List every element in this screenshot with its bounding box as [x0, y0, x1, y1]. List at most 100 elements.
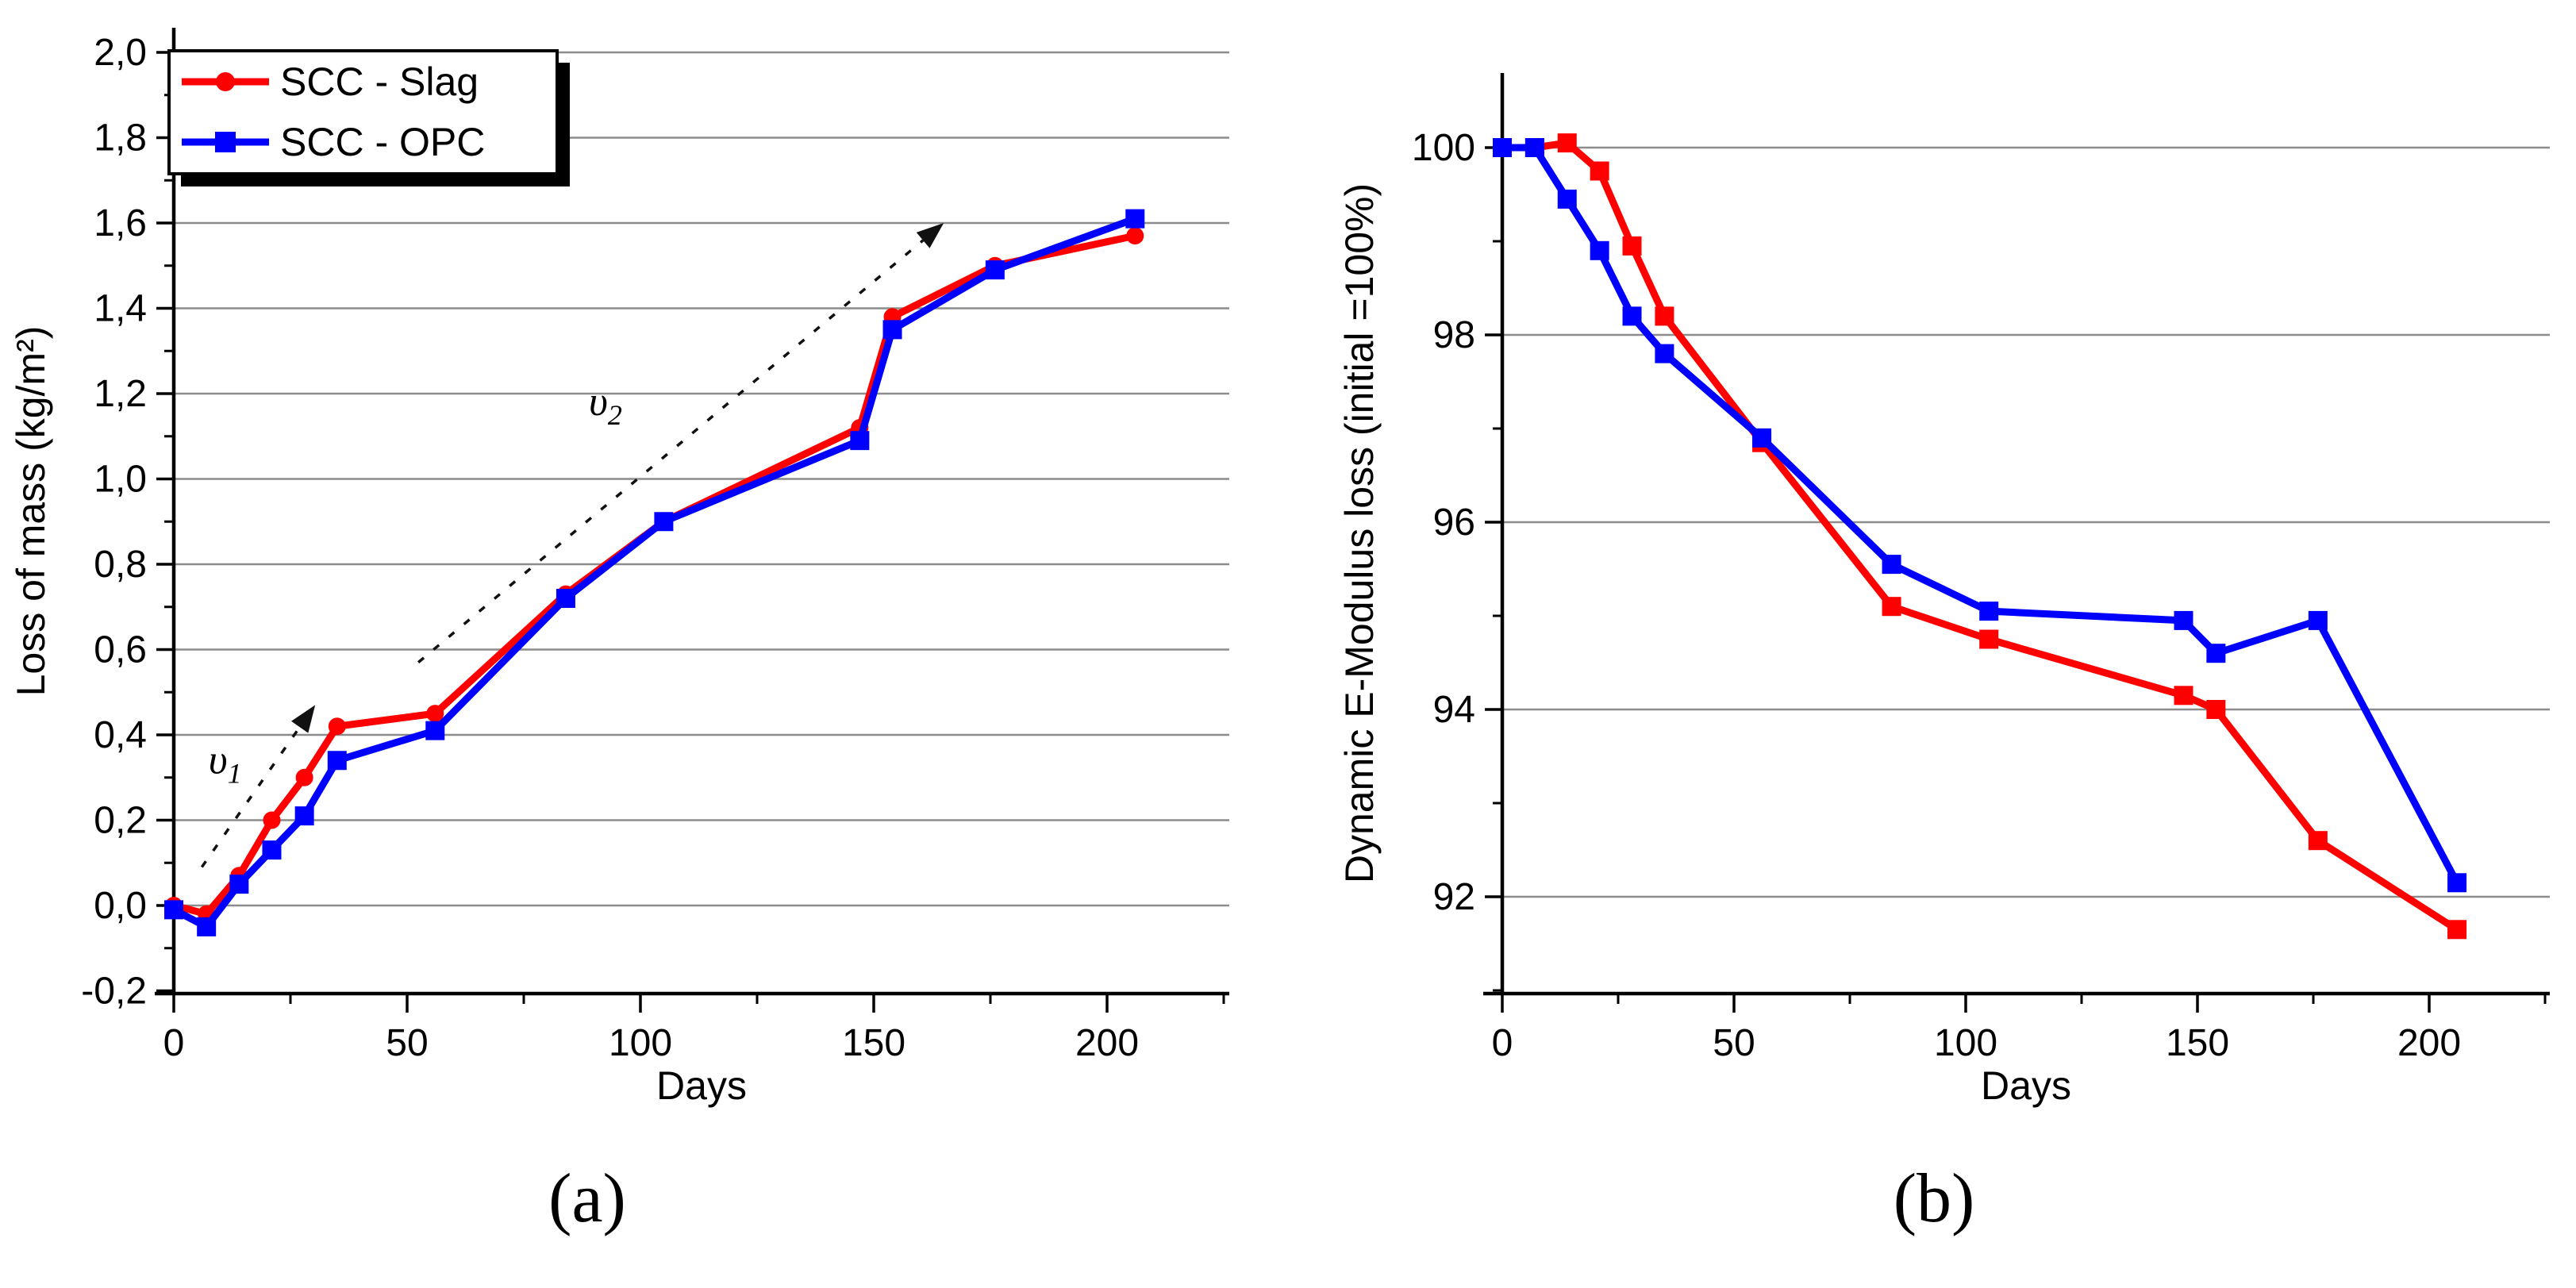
series-line	[172, 232, 1136, 918]
x-tick-label: 200	[1075, 1022, 1139, 1064]
series-line	[1502, 139, 2459, 933]
data-point	[1590, 161, 1609, 181]
legend-item: SCC - OPC	[182, 120, 485, 164]
y-axis-title: Dynamic E-Modulus loss (initial =100%)	[1337, 183, 1382, 883]
data-point	[327, 751, 347, 771]
y-tick-label: 96	[1433, 502, 1475, 544]
x-tick-label: 0	[1492, 1022, 1513, 1064]
annotation-label: υ1	[209, 737, 242, 789]
chart-b-axes: 100 98 96 94 92 0 50 100 150 200	[1412, 73, 2550, 1064]
data-point	[882, 320, 902, 340]
trend-arrow-line	[200, 726, 302, 868]
y-tick-label: 94	[1433, 689, 1475, 731]
y-tick-label: 92	[1433, 876, 1475, 918]
caption-b: (b)	[1893, 1160, 1975, 1237]
data-point	[164, 900, 183, 920]
y-tick-label: 0,2	[94, 800, 147, 842]
y-tick-label: 1,8	[94, 117, 147, 160]
data-point	[1882, 555, 1901, 575]
data-point	[1126, 227, 1144, 245]
x-tick-label: 100	[609, 1022, 672, 1064]
caption-a: (a)	[548, 1160, 626, 1237]
trend-arrow-head	[291, 705, 316, 733]
series-scc-slag	[1493, 133, 2467, 940]
legend: SCC - Slag SCC - OPC	[167, 49, 570, 186]
data-point	[294, 806, 314, 826]
data-point	[2174, 686, 2193, 706]
y-tick-label: 1,4	[94, 288, 147, 330]
data-point	[295, 768, 313, 786]
y-tick-label: 98	[1433, 314, 1475, 356]
data-point	[425, 721, 445, 740]
x-axis-title: Days	[1981, 1063, 2071, 1108]
trend-arrow-line	[417, 239, 925, 663]
y-tick-label: 1,6	[94, 202, 147, 244]
y-tick-label: -0,2	[81, 971, 147, 1013]
y-tick-label: 0,8	[94, 544, 147, 586]
data-point	[1622, 306, 1642, 326]
data-point	[2308, 610, 2328, 630]
data-point	[556, 589, 575, 608]
legend-marker-square	[215, 132, 236, 152]
chart-b: 100 98 96 94 92 0 50 100 150 200 Days Dynamic E-Mod…	[1337, 73, 2550, 1108]
y-tick-label: 0,4	[94, 714, 147, 756]
legend-box	[167, 49, 559, 175]
y-tick-label: 2,0	[94, 32, 147, 74]
data-point	[654, 512, 674, 532]
data-point	[1979, 602, 1999, 621]
x-tick-label: 150	[842, 1022, 905, 1064]
series-scc-opc	[164, 209, 1145, 936]
y-tick-label: 100	[1412, 127, 1475, 169]
legend-item: SCC - Slag	[182, 60, 479, 104]
data-point	[1524, 138, 1544, 157]
data-point	[262, 840, 282, 860]
y-axis-title: Loss of mass (kg/m²)	[9, 326, 53, 697]
legend-label: SCC - Slag	[280, 60, 479, 104]
data-point	[1979, 629, 1999, 649]
data-point	[2206, 644, 2226, 663]
series-scc-opc	[1493, 138, 2467, 893]
x-tick-label: 150	[2166, 1022, 2229, 1064]
data-point	[197, 917, 217, 936]
data-point	[850, 431, 870, 451]
y-tick-label: 1,2	[94, 373, 147, 415]
data-point	[2308, 831, 2328, 851]
data-point	[2447, 920, 2467, 940]
x-tick-label: 50	[1713, 1022, 1755, 1064]
x-tick-label: 100	[1934, 1022, 1997, 1064]
annotation-label: υ2	[589, 379, 622, 431]
data-point	[263, 811, 281, 829]
data-point	[1622, 236, 1642, 256]
data-point	[1752, 428, 1772, 448]
data-point	[2174, 610, 2193, 630]
data-point	[1655, 306, 1674, 326]
x-tick-label: 200	[2397, 1022, 2461, 1064]
chart-a-annotations: υ1 υ2	[200, 223, 944, 868]
data-point	[229, 875, 249, 894]
x-axis-title: Days	[656, 1063, 747, 1108]
data-point	[1655, 344, 1674, 363]
trend-arrow-head	[916, 223, 944, 248]
x-tick-label: 0	[163, 1022, 185, 1064]
data-point	[1882, 597, 1901, 617]
legend-label: SCC - OPC	[280, 120, 485, 164]
y-tick-label: 0,0	[94, 885, 147, 927]
y-tick-label: 1,0	[94, 459, 147, 501]
data-point	[1557, 189, 1577, 209]
y-tick-label: 0,6	[94, 629, 147, 671]
data-point	[1557, 133, 1577, 153]
data-point	[1125, 209, 1145, 229]
data-point	[985, 260, 1005, 280]
chart-b-gridlines	[1502, 146, 2550, 898]
legend-marker-circle	[216, 72, 235, 91]
series-line	[1502, 144, 2461, 885]
data-point	[328, 717, 346, 736]
chart-a: υ1 υ2 2,0 1,8 1,6 1,4 1,2 1,0 0,8 0,6 0,4 0,2 0,0 -0,…	[9, 28, 1229, 1108]
x-tick-label: 50	[386, 1022, 428, 1064]
data-point	[2447, 873, 2467, 893]
data-point	[2206, 700, 2226, 719]
data-point	[1493, 138, 1512, 157]
data-point	[1590, 240, 1609, 260]
